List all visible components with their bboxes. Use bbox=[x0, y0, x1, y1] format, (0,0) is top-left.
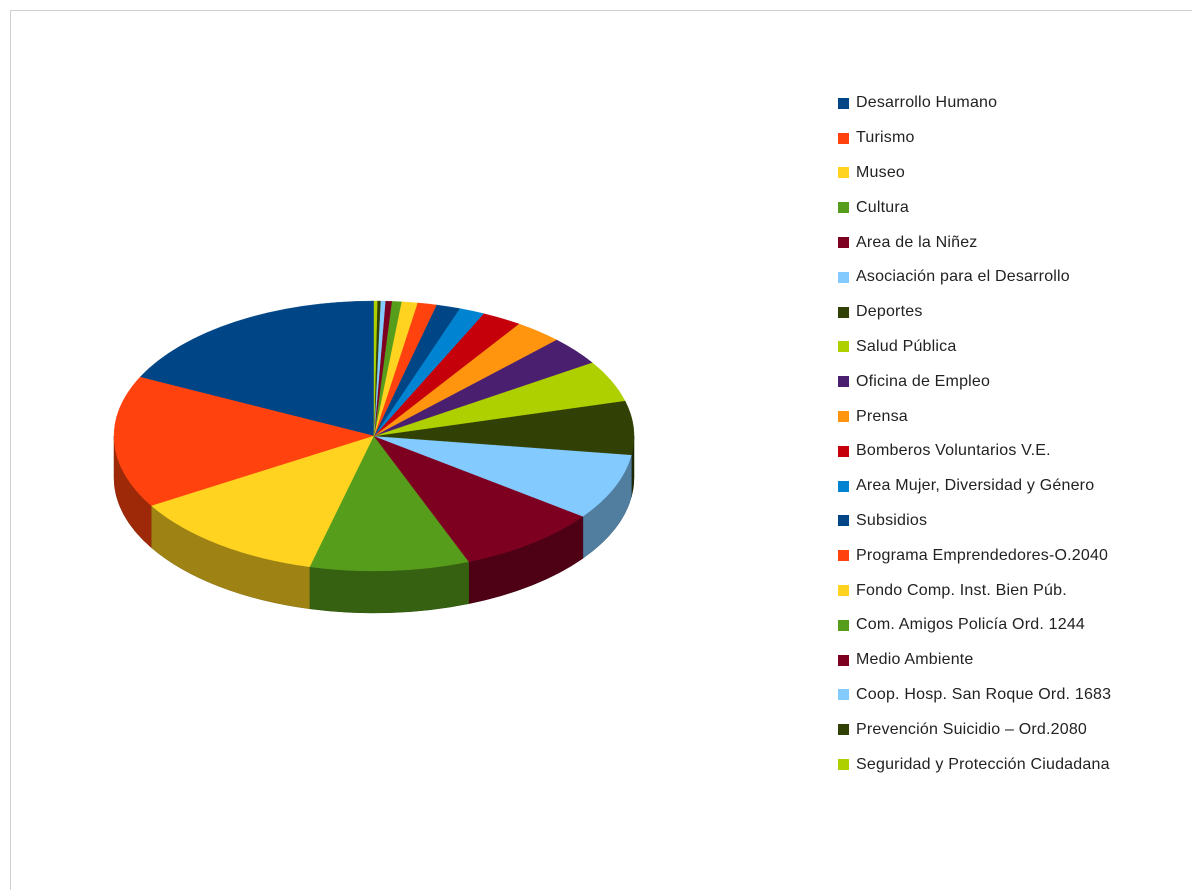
legend-label: Area de la Niñez bbox=[856, 233, 978, 251]
legend-item: Asociación para el Desarrollo bbox=[838, 260, 1111, 295]
legend-label: Coop. Hosp. San Roque Ord. 1683 bbox=[856, 685, 1112, 703]
legend-item: Coop. Hosp. San Roque Ord. 1683 bbox=[838, 678, 1111, 713]
legend-item: Com. Amigos Policía Ord. 1244 bbox=[838, 608, 1111, 643]
pie-slice-5 bbox=[373, 435, 584, 562]
legend-label: Fondo Comp. Inst. Bien Púb. bbox=[856, 581, 1067, 599]
legend-item: Seguridad y Protección Ciudadana bbox=[838, 747, 1111, 782]
chart-legend: Desarrollo Humano Turismo Museo Cultura Area… bbox=[838, 86, 1111, 782]
pie-slice-3 bbox=[151, 435, 375, 568]
legend-swatch bbox=[838, 724, 849, 736]
legend-swatch bbox=[838, 202, 849, 214]
legend-item: Programa Emprendedores-O.2040 bbox=[838, 538, 1111, 573]
legend-item: Desarrollo Humano bbox=[838, 86, 1111, 121]
legend-label: Bomberos Voluntarios V.E. bbox=[856, 442, 1051, 460]
legend-label: Cultura bbox=[856, 198, 909, 216]
legend-swatch bbox=[838, 271, 849, 283]
legend-item: Turismo bbox=[838, 121, 1111, 156]
legend-swatch bbox=[838, 341, 849, 353]
legend-item: Oficina de Empleo bbox=[838, 364, 1111, 399]
pie-slice-2 bbox=[113, 376, 375, 507]
legend-swatch bbox=[838, 689, 849, 701]
legend-swatch bbox=[838, 585, 849, 597]
chart-frame bbox=[10, 10, 1192, 890]
legend-label: Oficina de Empleo bbox=[856, 372, 991, 390]
legend-label: Medio Ambiente bbox=[856, 651, 974, 669]
legend-label: Subsidios bbox=[856, 511, 928, 529]
legend-item: Deportes bbox=[838, 295, 1111, 330]
pie-side-walls bbox=[113, 435, 635, 614]
legend-swatch bbox=[838, 445, 849, 457]
legend-item: Prevención Suicidio – Ord.2080 bbox=[838, 712, 1111, 747]
legend-swatch bbox=[838, 411, 849, 423]
legend-label: Desarrollo Humano bbox=[856, 94, 998, 112]
legend-item: Museo bbox=[838, 156, 1111, 191]
legend-label: Com. Amigos Policía Ord. 1244 bbox=[856, 616, 1086, 634]
legend-item: Area Mujer, Diversidad y Género bbox=[838, 469, 1111, 504]
legend-label: Programa Emprendedores-O.2040 bbox=[856, 546, 1109, 564]
pie-slice-20 bbox=[373, 300, 378, 437]
legend-swatch bbox=[838, 167, 849, 179]
legend-item: Medio Ambiente bbox=[838, 643, 1111, 678]
legend-swatch bbox=[838, 132, 849, 144]
legend-swatch bbox=[838, 759, 849, 771]
legend-swatch bbox=[838, 654, 849, 666]
legend-swatch bbox=[838, 619, 849, 631]
legend-item: Fondo Comp. Inst. Bien Púb. bbox=[838, 573, 1111, 608]
legend-item: Subsidios bbox=[838, 504, 1111, 539]
legend-label: Seguridad y Protección Ciudadana bbox=[856, 755, 1110, 773]
pie-slice-4 bbox=[309, 435, 470, 572]
legend-swatch bbox=[838, 550, 849, 562]
legend-label: Museo bbox=[856, 163, 906, 181]
legend-item: Cultura bbox=[838, 190, 1111, 225]
legend-swatch bbox=[838, 237, 849, 249]
legend-swatch bbox=[838, 480, 849, 492]
legend-label: Prevención Suicidio – Ord.2080 bbox=[856, 720, 1088, 738]
legend-item: Area de la Niñez bbox=[838, 225, 1111, 260]
legend-label: Salud Pública bbox=[856, 337, 957, 355]
legend-item: Salud Pública bbox=[838, 330, 1111, 365]
pie-top-faces bbox=[113, 300, 635, 572]
legend-label: Prensa bbox=[856, 407, 908, 425]
legend-item: Prensa bbox=[838, 399, 1111, 434]
legend-swatch bbox=[838, 515, 849, 527]
legend-swatch bbox=[838, 376, 849, 388]
legend-label: Deportes bbox=[856, 303, 923, 321]
legend-swatch bbox=[838, 306, 849, 318]
pie-slice-6 bbox=[373, 435, 632, 517]
legend-label: Area Mujer, Diversidad y Género bbox=[856, 477, 1095, 495]
pie-slice-1 bbox=[139, 300, 375, 437]
legend-label: Asociación para el Desarrollo bbox=[856, 268, 1070, 286]
legend-label: Turismo bbox=[856, 129, 915, 147]
legend-item: Bomberos Voluntarios V.E. bbox=[838, 434, 1111, 469]
legend-swatch bbox=[838, 97, 849, 109]
